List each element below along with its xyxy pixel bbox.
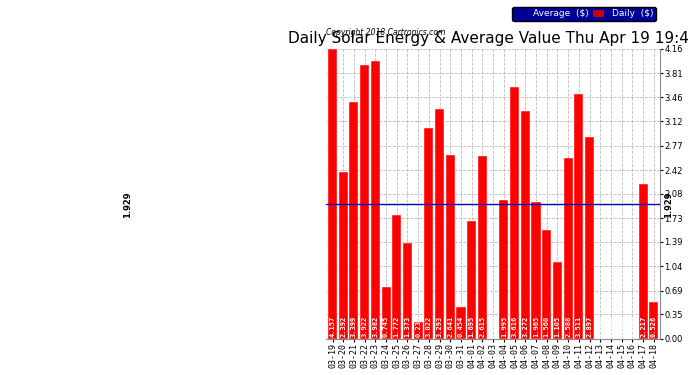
Text: 0.454: 0.454 [458,316,464,338]
Bar [574,94,584,339]
Bar [403,243,412,339]
Bar [457,307,466,339]
Bar [478,156,487,339]
Text: 1.965: 1.965 [533,316,539,338]
Text: 1.560: 1.560 [544,316,550,338]
Bar [414,322,423,339]
Text: 2.588: 2.588 [565,316,571,338]
Text: Copyright 2018 Cartronics.com: Copyright 2018 Cartronics.com [326,28,446,37]
Text: 1.373: 1.373 [404,316,411,338]
Text: 2.641: 2.641 [447,316,453,338]
Bar [360,65,369,339]
Text: 0.000: 0.000 [619,316,624,338]
Text: 2.392: 2.392 [340,316,346,338]
Bar [467,220,476,339]
Bar [510,87,519,339]
Bar [349,102,359,339]
Bar [542,230,551,339]
Text: 3.616: 3.616 [511,316,518,338]
Text: 1.929: 1.929 [124,191,132,217]
Text: 0.000: 0.000 [598,316,603,338]
Text: 3.272: 3.272 [522,316,529,338]
Text: 3.922: 3.922 [362,316,368,338]
Text: 0.526: 0.526 [651,316,657,338]
Bar [531,202,540,339]
Text: 2.615: 2.615 [480,316,486,338]
Bar [500,200,509,339]
Bar [392,215,402,339]
Bar [521,111,530,339]
Bar [446,154,455,339]
Bar [424,128,433,339]
Text: 4.157: 4.157 [330,316,335,338]
Bar [339,172,348,339]
Text: 1.695: 1.695 [469,316,475,338]
Bar [585,137,594,339]
Text: 0.000: 0.000 [608,316,614,338]
Text: 3.982: 3.982 [373,316,378,338]
Bar [638,184,648,339]
Bar [371,61,380,339]
Text: 1.105: 1.105 [555,316,560,338]
Bar [382,287,391,339]
Text: 2.897: 2.897 [586,316,593,338]
Bar [564,158,573,339]
Text: 0.000: 0.000 [629,316,635,338]
Text: 0.745: 0.745 [383,316,389,338]
Text: 3.511: 3.511 [576,316,582,338]
Bar [649,302,658,339]
Text: 2.217: 2.217 [640,316,646,338]
Text: 1.772: 1.772 [394,316,400,338]
Bar [553,262,562,339]
Text: 3.399: 3.399 [351,316,357,338]
Bar [435,109,444,339]
Text: 1.995: 1.995 [501,316,507,338]
Text: 3.022: 3.022 [426,316,432,338]
Bar [328,49,337,339]
Text: 0.238: 0.238 [415,316,421,338]
Text: 1.929: 1.929 [664,191,673,217]
Text: 3.293: 3.293 [437,316,442,338]
Legend: Average  ($), Daily  ($): Average ($), Daily ($) [513,7,656,21]
Text: 0.000: 0.000 [490,316,496,338]
Title: Daily Solar Energy & Average Value Thu Apr 19 19:42: Daily Solar Energy & Average Value Thu A… [288,31,690,46]
